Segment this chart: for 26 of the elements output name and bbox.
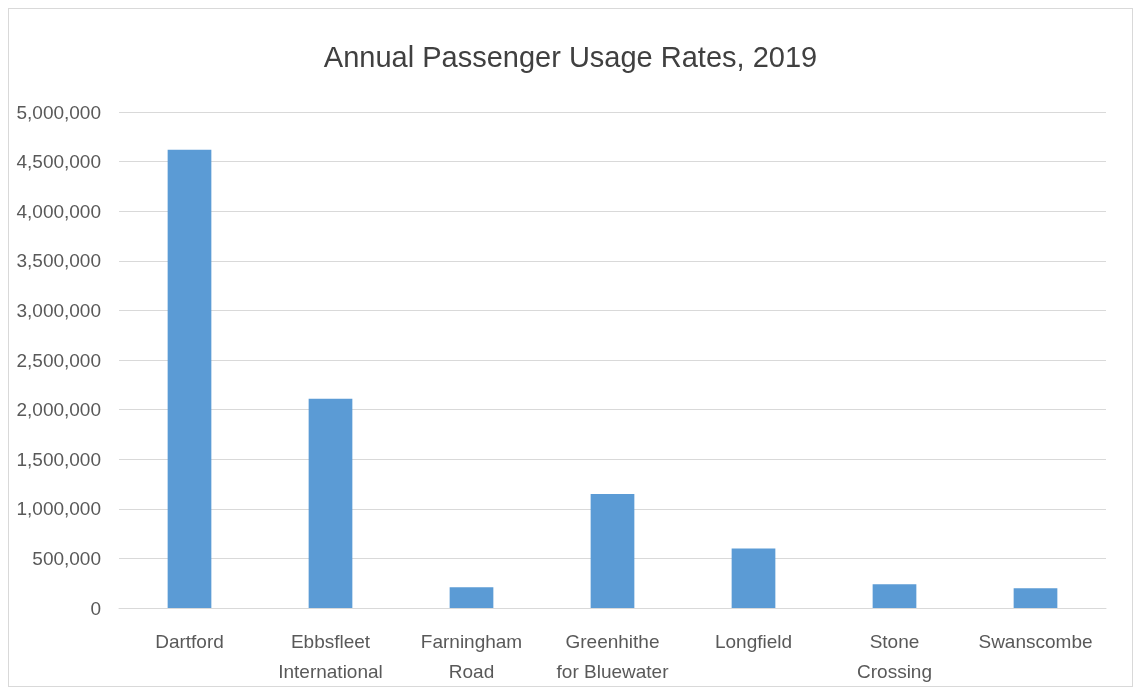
bar [449, 587, 494, 608]
x-tick-label: Stone Crossing [857, 630, 932, 682]
y-tick-label: 5,000,000 [16, 101, 101, 123]
chart-title: Annual Passenger Usage Rates, 2019 [323, 40, 818, 73]
bar [308, 398, 353, 608]
x-tick-label: Longfield [714, 630, 793, 652]
y-tick-label: 3,500,000 [16, 250, 101, 272]
bar [872, 584, 917, 608]
x-tick-label: Greenhithe for Bluewater [556, 630, 670, 682]
x-tick-label: Ebbsfleet International [278, 630, 383, 682]
bar [167, 149, 212, 608]
bar [1013, 588, 1058, 608]
y-tick-label: 0 [90, 597, 101, 619]
y-tick-label: 3,000,000 [16, 299, 101, 321]
y-tick-label: 1,500,000 [16, 448, 101, 470]
y-tick-label: 500,000 [32, 547, 101, 569]
y-tick-label: 1,000,000 [16, 498, 101, 520]
y-tick-label: 2,500,000 [16, 349, 101, 371]
bar [590, 493, 635, 608]
x-tick-label: Swanscombe [978, 630, 1093, 652]
y-tick-label: 4,000,000 [16, 200, 101, 222]
x-tick-label: Farningham Road [420, 630, 523, 682]
y-tick-label: 2,000,000 [16, 399, 101, 421]
y-tick-label: 4,500,000 [16, 151, 101, 173]
bar [731, 548, 776, 608]
x-tick-label: Dartford [155, 630, 224, 652]
